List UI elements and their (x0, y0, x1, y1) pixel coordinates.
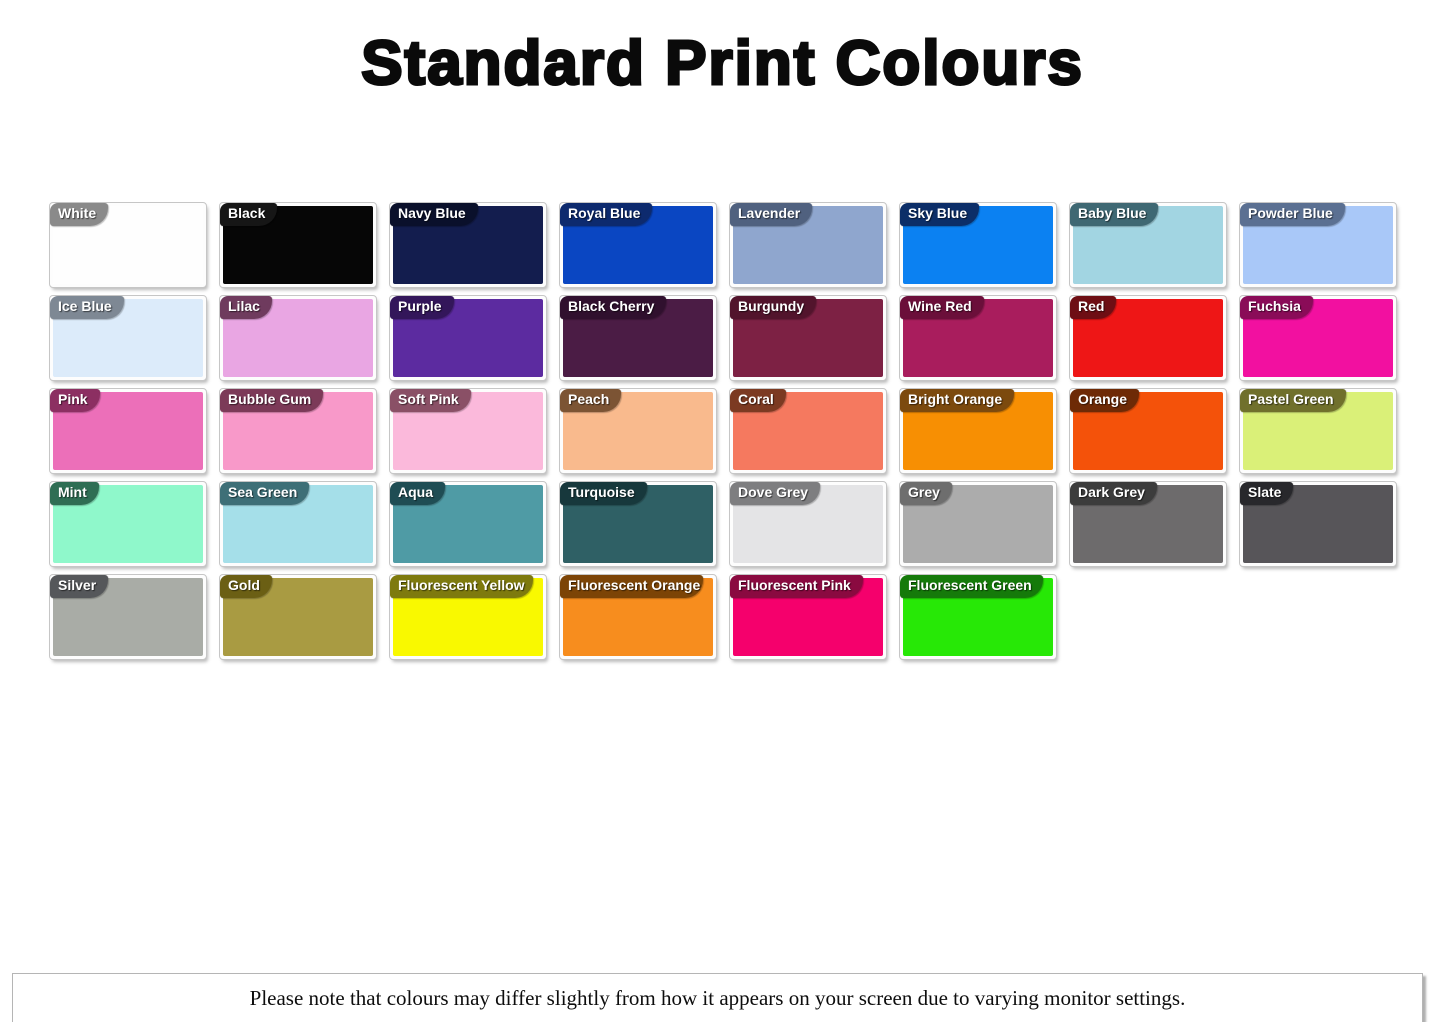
swatch-label: Aqua (390, 482, 445, 506)
swatch-card-gold: Gold (219, 574, 377, 660)
swatch-label: Fluorescent Pink (730, 575, 863, 599)
swatch-card-lilac: Lilac (219, 295, 377, 381)
swatch-card-peach: Peach (559, 388, 717, 474)
swatch-label: Gold (220, 575, 272, 599)
swatch-card-wine-red: Wine Red (899, 295, 1057, 381)
swatch-card-slate: Slate (1239, 481, 1397, 567)
swatch-label: Fuchsia (1240, 296, 1313, 320)
swatch-label: Bubble Gum (220, 389, 324, 413)
swatch-label: Sky Blue (900, 203, 980, 227)
swatch-row: Pink Bubble Gum Soft Pink Peach Coral Bright … (49, 388, 1445, 474)
swatch-label: Fluorescent Green (900, 575, 1043, 599)
swatch-row: Mint Sea Green Aqua Turquoise Dove Grey Grey D… (49, 481, 1445, 567)
swatch-card-bright-orange: Bright Orange (899, 388, 1057, 474)
swatch-label: Turquoise (560, 482, 647, 506)
swatch-label: Powder Blue (1240, 203, 1345, 227)
swatch-card-burgundy: Burgundy (729, 295, 887, 381)
swatch-card-lavender: Lavender (729, 202, 887, 288)
swatch-card-fuchsia: Fuchsia (1239, 295, 1397, 381)
swatch-card-bubble-gum: Bubble Gum (219, 388, 377, 474)
swatch-row: White Black Navy Blue Royal Blue Lavender Sky… (49, 202, 1445, 288)
swatch-label: Slate (1240, 482, 1294, 506)
swatch-card-sky-blue: Sky Blue (899, 202, 1057, 288)
swatch-card-baby-blue: Baby Blue (1069, 202, 1227, 288)
footer-bar: Please note that colours may differ slig… (12, 973, 1423, 1022)
swatch-card-sea-green: Sea Green (219, 481, 377, 567)
swatch-card-aqua: Aqua (389, 481, 547, 567)
swatch-label: Purple (390, 296, 454, 320)
swatch-card-navy-blue: Navy Blue (389, 202, 547, 288)
swatch-label: Lilac (220, 296, 272, 320)
swatch-card-fluorescent-orange: Fluorescent Orange (559, 574, 717, 660)
swatch-card-pastel-green: Pastel Green (1239, 388, 1397, 474)
swatch-label: Fluorescent Yellow (390, 575, 533, 599)
swatch-label: Fluorescent Orange (560, 575, 703, 599)
swatch-card-white: White (49, 202, 207, 288)
swatch-card-orange: Orange (1069, 388, 1227, 474)
swatch-card-red: Red (1069, 295, 1227, 381)
swatch-label: Silver (50, 575, 109, 599)
swatch-label: Burgundy (730, 296, 817, 320)
swatch-card-dove-grey: Dove Grey (729, 481, 887, 567)
swatch-label: White (50, 203, 109, 227)
swatch-row: Ice Blue Lilac Purple Black Cherry Burgundy W… (49, 295, 1445, 381)
swatch-label: Red (1070, 296, 1117, 320)
swatch-card-powder-blue: Powder Blue (1239, 202, 1397, 288)
swatch-label: Soft Pink (390, 389, 471, 413)
swatch-card-black: Black (219, 202, 377, 288)
swatch-label: Wine Red (900, 296, 984, 320)
swatch-label: Pink (50, 389, 100, 413)
swatch-label: Orange (1070, 389, 1140, 413)
swatch-label: Bright Orange (900, 389, 1015, 413)
swatch-label: Dove Grey (730, 482, 821, 506)
swatch-label: Lavender (730, 203, 813, 227)
swatch-label: Sea Green (220, 482, 310, 506)
swatch-card-royal-blue: Royal Blue (559, 202, 717, 288)
swatch-row: Silver Gold Fluorescent Yellow Fluorescent … (49, 574, 1445, 660)
swatch-label: Mint (50, 482, 99, 506)
swatch-card-black-cherry: Black Cherry (559, 295, 717, 381)
swatch-card-soft-pink: Soft Pink (389, 388, 547, 474)
swatch-card-dark-grey: Dark Grey (1069, 481, 1227, 567)
footer-note: Please note that colours may differ slig… (249, 985, 1186, 1010)
swatch-label: Navy Blue (390, 203, 478, 227)
swatch-label: Black Cherry (560, 296, 667, 320)
swatch-card-fluorescent-pink: Fluorescent Pink (729, 574, 887, 660)
swatch-card-ice-blue: Ice Blue (49, 295, 207, 381)
swatch-grid: White Black Navy Blue Royal Blue Lavender Sky… (49, 202, 1445, 668)
swatch-label: Black (220, 203, 278, 227)
swatch-card-purple: Purple (389, 295, 547, 381)
page-title: Standard Print Colours (360, 28, 1084, 100)
swatch-card-silver: Silver (49, 574, 207, 660)
swatch-card-grey: Grey (899, 481, 1057, 567)
swatch-label: Baby Blue (1070, 203, 1159, 227)
swatch-label: Ice Blue (50, 296, 124, 320)
swatch-label: Peach (560, 389, 622, 413)
swatch-label: Royal Blue (560, 203, 653, 227)
swatch-card-mint: Mint (49, 481, 207, 567)
swatch-card-fluorescent-yellow: Fluorescent Yellow (389, 574, 547, 660)
swatch-label: Pastel Green (1240, 389, 1346, 413)
swatch-card-coral: Coral (729, 388, 887, 474)
swatch-card-turquoise: Turquoise (559, 481, 717, 567)
swatch-label: Coral (730, 389, 786, 413)
swatch-label: Dark Grey (1070, 482, 1157, 506)
swatch-card-fluorescent-green: Fluorescent Green (899, 574, 1057, 660)
swatch-label: Grey (900, 482, 952, 506)
swatch-card-pink: Pink (49, 388, 207, 474)
